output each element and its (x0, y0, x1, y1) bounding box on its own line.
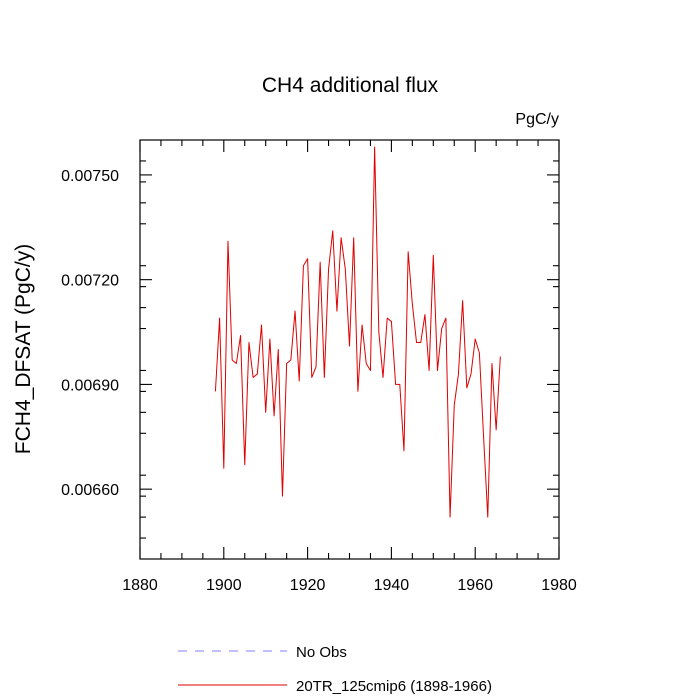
legend: No Obs 20TR_125cmip6 (1898-1966) (178, 644, 492, 695)
legend-label-20tr: 20TR_125cmip6 (1898-1966) (296, 678, 492, 695)
units-label: PgC/y (515, 111, 559, 128)
x-tick-label: 1880 (122, 577, 158, 594)
y-tick-label: 0.00660 (61, 482, 119, 499)
y-tick-label: 0.00690 (61, 377, 119, 394)
y-tick-label: 0.00750 (61, 168, 119, 185)
x-tick-label: 1960 (457, 577, 493, 594)
y-axis-label: FCH4_DFSAT (PgC/y) (12, 244, 35, 454)
legend-label-no-obs: No Obs (296, 644, 347, 661)
chart-title: CH4 additional flux (262, 74, 439, 97)
series-lines (214, 146, 501, 518)
x-tick-label: 1940 (374, 577, 410, 594)
plot-frame (139, 139, 560, 560)
x-tick-label: 1900 (206, 577, 242, 594)
axis-ticks (139, 140, 560, 559)
series-line-20tr-125cmip6 (214, 146, 501, 518)
y-tick-label: 0.00720 (61, 273, 119, 290)
x-tick-label: 1920 (290, 577, 326, 594)
x-tick-label: 1980 (541, 577, 577, 594)
axis-tick-labels: 1880 1900 1920 1940 1960 1980 0.00660 0.00690 0.… (61, 168, 577, 594)
